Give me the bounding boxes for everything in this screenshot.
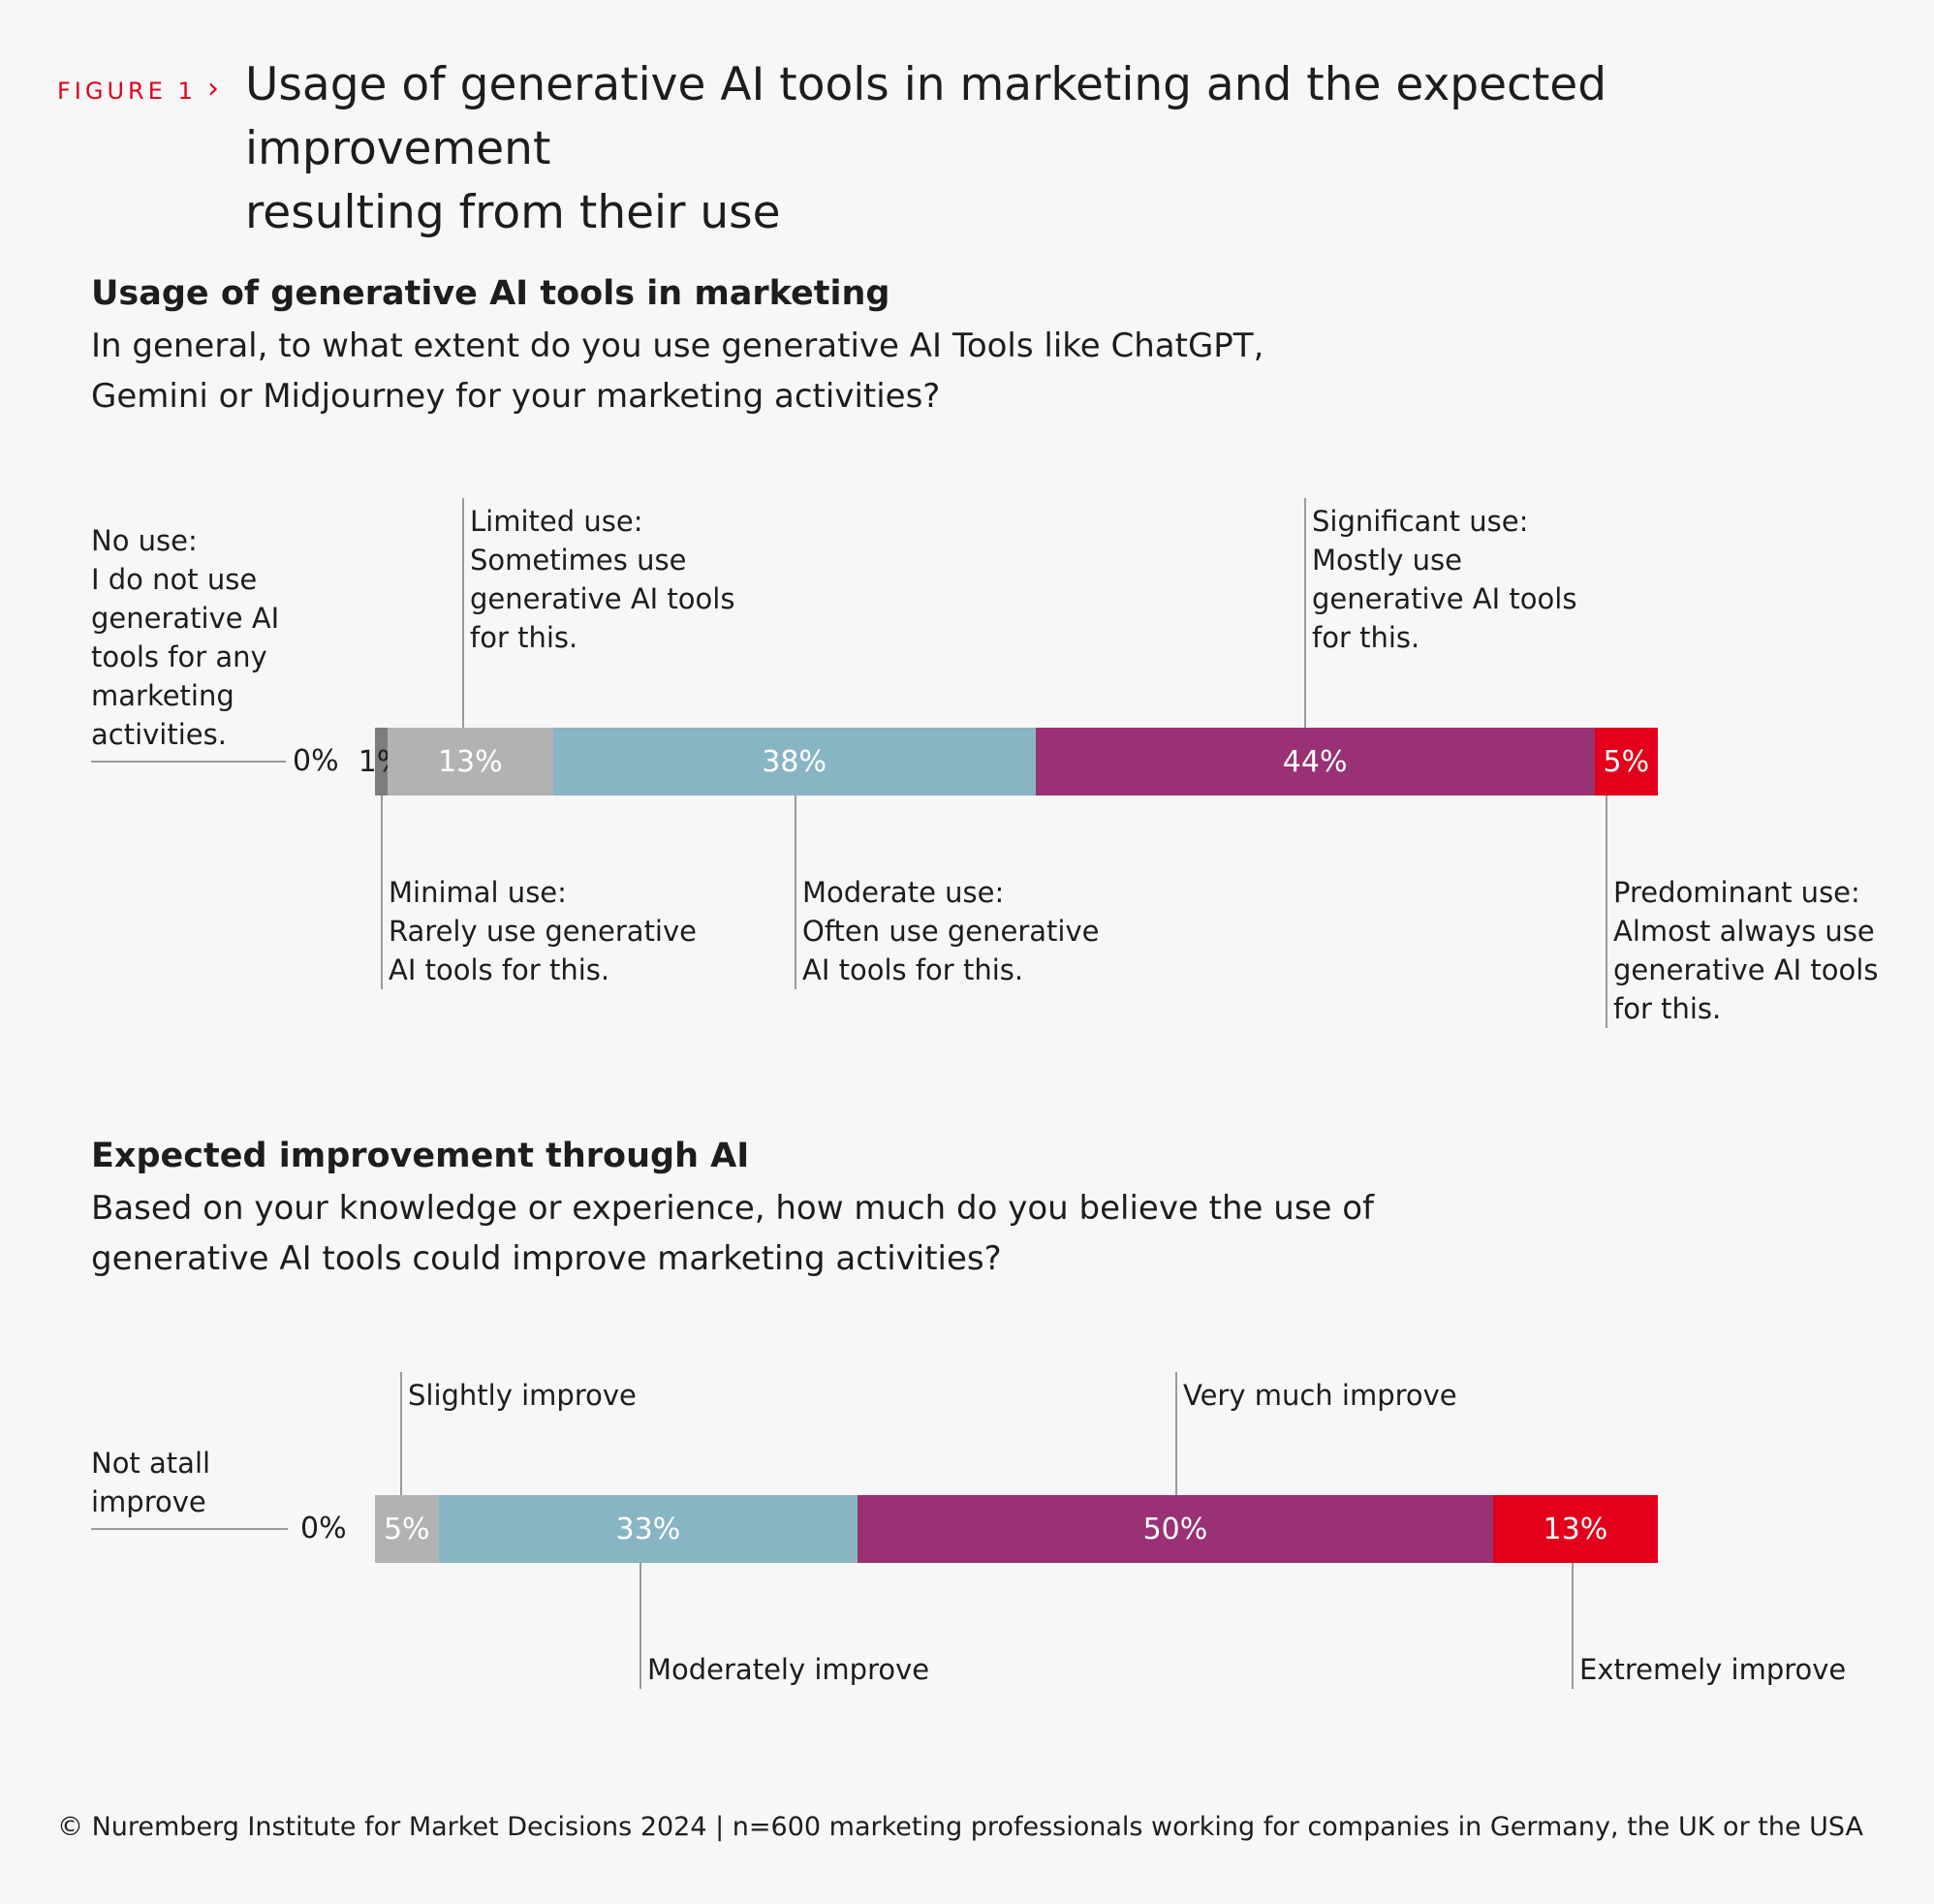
category-label-predominant-use-line: generative AI tools (1613, 953, 1879, 986)
category-label-limited-use-line: for this. (470, 621, 578, 654)
category-label-slightly: Slightly improve (408, 1376, 637, 1415)
figure-label: FIGURE 1 (57, 78, 197, 105)
section2-question-line-2: generative AI tools could improve market… (91, 1239, 1002, 1278)
bar-value-label: 44% (1282, 744, 1348, 779)
leader-line (91, 761, 286, 763)
category-label-moderately-line: Moderately improve (647, 1653, 930, 1686)
bar-segment-limited-use: 13% (388, 728, 553, 796)
bar-segment-moderately: 33% (438, 1495, 858, 1563)
category-label-significant-use-line: generative AI tools (1312, 582, 1577, 615)
category-label-extremely: Extremely improve (1579, 1650, 1846, 1689)
category-label-not-at-all-line: improve (91, 1485, 206, 1518)
category-label-moderate-use-line: Often use generative (802, 915, 1100, 948)
leader-line (1304, 498, 1306, 728)
leader-line (1572, 1563, 1574, 1689)
category-label-predominant-use-line: Almost always use (1613, 915, 1875, 948)
leader-line (400, 1372, 402, 1495)
bar-value-label: 50% (1142, 1512, 1208, 1546)
category-label-limited-use-line: generative AI tools (470, 582, 735, 615)
category-label-not-at-all: Not atall improve (91, 1444, 210, 1521)
zero-percent-label: 0% (300, 1512, 347, 1545)
category-label-minimal-use-line: AI tools for this. (389, 953, 610, 986)
bar-value-label: 13% (437, 744, 503, 779)
section2-title: Expected improvement through AI (91, 1137, 750, 1175)
category-label-slightly-line: Slightly improve (408, 1379, 637, 1412)
improvement-chart: 0% 5% 33% 50% 13% Not atall improve Slightly im… (91, 1372, 1846, 1689)
bar-segment-extremely: 13% (1492, 1495, 1659, 1563)
bar-segment-significant-use: 44% (1035, 728, 1595, 796)
category-label-no-use-line: I do not use (91, 563, 258, 596)
category-label-moderate-use-line: AI tools for this. (802, 953, 1024, 986)
category-label-not-at-all-line: Not atall (91, 1447, 211, 1480)
leader-line (1175, 1372, 1177, 1495)
category-label-significant-use-line: for this. (1312, 621, 1420, 654)
figure-title-line-1: Usage of generative AI tools in marketin… (245, 58, 1607, 175)
leader-line (639, 1563, 641, 1689)
leader-line (91, 1528, 288, 1530)
bar-segment-predominant-use: 5% (1594, 728, 1659, 796)
leader-line (795, 796, 796, 989)
category-label-significant-use-line: Significant use: (1312, 505, 1529, 538)
bar-segment-slightly: 5% (375, 1495, 439, 1563)
footer-source: © Nuremberg Institute for Market Decisio… (57, 1812, 1864, 1842)
figure-title: Usage of generative AI tools in marketin… (245, 53, 1892, 245)
category-label-limited-use-line: Sometimes use (470, 544, 687, 577)
category-label-no-use-line: No use: (91, 524, 198, 557)
figure-title-line-2: resulting from their use (245, 186, 781, 239)
section2-question-line-1: Based on your knowledge or experience, h… (91, 1189, 1375, 1228)
leader-line (462, 498, 464, 728)
bar-value-label: 33% (615, 1512, 681, 1546)
section1-title: Usage of generative AI tools in marketin… (91, 274, 890, 313)
category-label-very-much: Very much improve (1183, 1376, 1457, 1415)
bar-segment-moderate-use: 38% (552, 728, 1036, 796)
category-label-no-use-line: activities. (91, 718, 227, 751)
leader-line (1606, 796, 1607, 1028)
category-label-moderate-use-line: Moderate use: (802, 876, 1005, 909)
category-label-predominant-use: Predominant use: Almost always use generat… (1613, 873, 1878, 1028)
category-label-extremely-line: Extremely improve (1579, 1653, 1847, 1686)
section1-question-line-2: Gemini or Midjourney for your marketing … (91, 377, 941, 416)
category-label-no-use: No use: I do not use generative AI tools fo… (91, 521, 279, 754)
category-label-no-use-line: tools for any (91, 640, 267, 673)
category-label-moderately: Moderately improve (647, 1650, 929, 1689)
bar-value-label: 5% (1603, 744, 1650, 779)
zero-percent-label: 0% (293, 744, 339, 778)
category-label-moderate-use: Moderate use: Often use generative AI tool… (802, 873, 1099, 989)
category-label-predominant-use-line: Predominant use: (1613, 876, 1860, 909)
bar-segment-minimal-use: 1% (358, 728, 405, 796)
category-label-no-use-line: marketing (91, 679, 234, 712)
category-label-minimal-use-line: Rarely use generative (389, 915, 697, 948)
category-label-significant-use: Significant use: Mostly use generative AI … (1312, 502, 1576, 657)
bar-value-label: 38% (762, 744, 827, 779)
category-label-predominant-use-line: for this. (1613, 992, 1722, 1025)
section1-question-line-1: In general, to what extent do you use ge… (91, 327, 1264, 365)
category-label-no-use-line: generative AI (91, 602, 280, 635)
category-label-minimal-use-line: Minimal use: (389, 876, 567, 909)
bar-segment-very-much: 50% (858, 1495, 1493, 1563)
chevron-right-icon: › (207, 72, 219, 106)
category-label-minimal-use: Minimal use: Rarely use generative AI tool… (389, 873, 697, 989)
section1-question: In general, to what extent do you use ge… (91, 321, 1448, 421)
category-label-limited-use: Limited use: Sometimes use generative AI t… (470, 502, 734, 657)
section2-question: Based on your knowledge or experience, h… (91, 1183, 1448, 1284)
bar-value-label: 1% (358, 744, 405, 779)
bar-value-label: 13% (1543, 1512, 1608, 1546)
category-label-very-much-line: Very much improve (1183, 1379, 1457, 1412)
category-label-significant-use-line: Mostly use (1312, 544, 1463, 577)
bar-value-label: 5% (383, 1512, 430, 1546)
category-label-limited-use-line: Limited use: (470, 505, 643, 538)
leader-line (381, 796, 383, 989)
